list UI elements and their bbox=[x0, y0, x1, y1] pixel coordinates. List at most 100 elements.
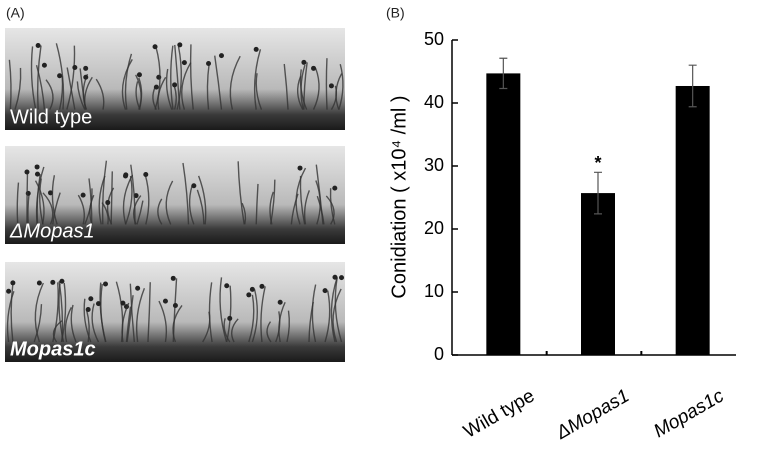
hypha bbox=[241, 202, 247, 225]
spore bbox=[322, 288, 328, 294]
hypha bbox=[36, 45, 42, 110]
hypha bbox=[35, 65, 46, 110]
spore bbox=[85, 307, 91, 313]
hypha bbox=[332, 288, 342, 343]
spore bbox=[253, 46, 259, 52]
image-label: Wild type bbox=[10, 106, 92, 128]
spore bbox=[35, 42, 41, 48]
spore bbox=[136, 72, 142, 78]
hypha bbox=[45, 79, 54, 110]
hypha bbox=[188, 185, 195, 225]
spore bbox=[153, 84, 159, 90]
spore bbox=[277, 299, 283, 305]
hypha bbox=[42, 192, 54, 225]
hypha bbox=[251, 289, 258, 343]
hypha bbox=[255, 73, 263, 110]
hypha bbox=[52, 320, 63, 343]
hypha bbox=[147, 282, 151, 343]
hypha bbox=[334, 277, 343, 343]
plot: 0 10 20 30 40 50 Wild type ΔMopas1 Mopas1c * bbox=[424, 29, 736, 444]
spore bbox=[227, 315, 233, 321]
annotation: * bbox=[594, 153, 601, 173]
hypha bbox=[27, 193, 30, 225]
hypha bbox=[329, 188, 336, 225]
hypha bbox=[14, 67, 22, 110]
spore bbox=[172, 82, 178, 88]
hypha bbox=[206, 63, 210, 110]
x-tick-label: Mopas1c bbox=[650, 385, 728, 442]
hypha bbox=[325, 58, 328, 110]
spore bbox=[50, 279, 56, 285]
hypha bbox=[165, 180, 174, 225]
hypha bbox=[60, 282, 67, 343]
hypha bbox=[324, 290, 331, 343]
hypha bbox=[84, 76, 93, 110]
hypha bbox=[26, 172, 29, 225]
hypha bbox=[230, 318, 239, 343]
panel-label: (B) bbox=[386, 5, 405, 21]
hypha bbox=[91, 303, 100, 343]
spore bbox=[246, 292, 252, 298]
hypha bbox=[229, 55, 241, 110]
hypha bbox=[283, 63, 289, 110]
spore bbox=[41, 62, 47, 68]
hypha bbox=[297, 76, 304, 110]
hypha bbox=[299, 69, 308, 110]
spore bbox=[6, 288, 12, 294]
y-axis-label: Conidiation ( x10⁴ /ml ) bbox=[388, 95, 410, 298]
error-bar bbox=[499, 57, 508, 90]
hypha bbox=[255, 183, 259, 225]
spore bbox=[135, 285, 141, 291]
image-label: ΔMopas1 bbox=[9, 220, 95, 242]
spore bbox=[88, 296, 94, 302]
spore bbox=[249, 286, 255, 292]
spore bbox=[259, 283, 265, 289]
bar bbox=[581, 193, 615, 355]
hypha bbox=[85, 309, 90, 343]
micrograph bbox=[5, 146, 345, 244]
hypha bbox=[158, 300, 168, 343]
spore bbox=[332, 185, 338, 191]
hypha bbox=[182, 162, 190, 225]
hypha bbox=[154, 46, 161, 110]
hypha bbox=[124, 53, 133, 110]
y-tick-label: 50 bbox=[424, 29, 444, 49]
hypha bbox=[64, 307, 72, 343]
spore bbox=[224, 283, 230, 289]
hypha bbox=[34, 180, 45, 225]
hypha bbox=[8, 59, 12, 110]
y-tick-label: 10 bbox=[424, 281, 444, 301]
hypha bbox=[51, 175, 58, 225]
spore bbox=[162, 298, 168, 304]
hypha bbox=[16, 182, 20, 225]
hypha bbox=[338, 64, 344, 110]
spore bbox=[83, 65, 89, 71]
hypha bbox=[52, 192, 61, 225]
spore bbox=[105, 200, 111, 206]
hypha bbox=[66, 45, 76, 110]
hypha bbox=[197, 175, 207, 225]
hypha bbox=[39, 178, 44, 225]
hypha bbox=[311, 284, 317, 343]
spore bbox=[80, 192, 86, 198]
hypha bbox=[223, 318, 231, 343]
spore bbox=[177, 42, 183, 48]
hypha bbox=[135, 287, 146, 343]
hypha bbox=[174, 44, 181, 110]
error-bar bbox=[688, 64, 697, 108]
hypha bbox=[130, 164, 136, 225]
hypha bbox=[286, 310, 291, 343]
hypha bbox=[248, 294, 255, 343]
hypha bbox=[55, 43, 65, 110]
hypha bbox=[10, 282, 14, 343]
spore bbox=[181, 60, 187, 66]
hypha bbox=[89, 194, 95, 225]
hypha bbox=[303, 62, 308, 110]
error-bar bbox=[594, 171, 602, 215]
spore bbox=[172, 302, 178, 308]
hypha bbox=[176, 46, 182, 110]
hypha bbox=[172, 305, 183, 343]
hypha bbox=[325, 195, 335, 225]
bar bbox=[675, 85, 710, 356]
